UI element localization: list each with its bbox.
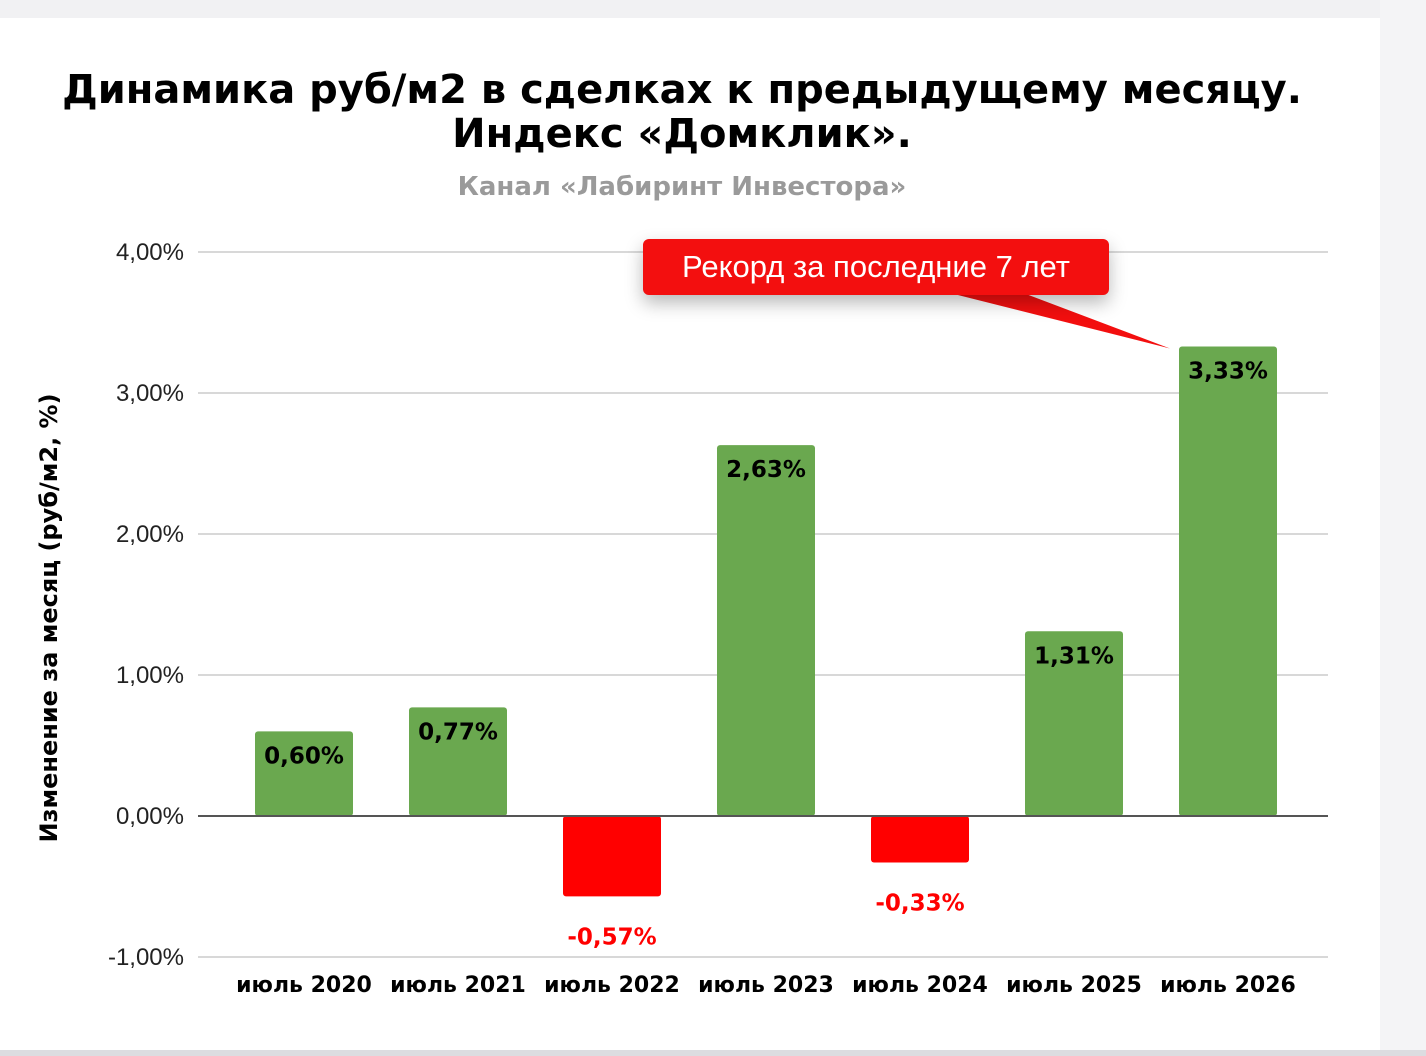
y-tick-label: 1,00% [116,662,184,689]
chart-title: Динамика руб/м2 в сделках к предыдущему … [62,67,1302,157]
data-label: 0,60% [264,743,344,769]
bar [255,731,353,816]
bar [871,816,969,863]
data-label: 3,33% [1188,358,1268,384]
x-category-label: июль 2025 [1006,973,1142,998]
callout-pointer-layer [930,288,1170,349]
bar [563,816,661,897]
window-bottom-edge [0,1050,1426,1056]
x-category-label: июль 2021 [390,973,526,998]
data-label: 0,77% [418,719,498,745]
y-tick-labels: 4,00% 3,00% 2,00% 1,00% 0,00% -1,00% [108,239,184,971]
y-tick-label: 2,00% [116,521,184,548]
data-label: 2,63% [726,457,806,483]
chart-subtitle: Канал «Лабиринт Инвестора» [457,172,907,202]
x-category-label: июль 2026 [1160,973,1296,998]
bars [255,346,1277,897]
data-labels: 0,60% 0,77% -0,57% 2,63% -0,33% 1,31% 3,33% [264,358,1268,950]
x-category-labels: июль 2020 июль 2021 июль 2022 июль 2023 июль… [236,973,1296,998]
bar [1179,346,1277,816]
x-category-label: июль 2022 [544,973,680,998]
x-category-label: июль 2020 [236,973,372,998]
y-axis-label: Изменение за месяц (руб/м2, %) [35,393,63,842]
y-tick-label: -1,00% [108,944,184,971]
data-label: 1,31% [1034,643,1114,669]
data-label: -0,33% [875,891,964,917]
x-category-label: июль 2023 [698,973,834,998]
callout-pointer [930,288,1170,349]
bar-chart: 4,00% 3,00% 2,00% 1,00% 0,00% -1,00% июль 202… [35,239,1328,998]
window-side-strip [1380,0,1426,1056]
y-tick-label: 4,00% [116,239,184,266]
data-label: -0,57% [567,924,656,950]
bar [717,445,815,816]
y-tick-label: 3,00% [116,380,184,407]
record-callout: Рекорд за последние 7 лет [643,239,1109,295]
y-tick-label: 0,00% [116,803,184,830]
bar [409,707,507,816]
bar [1025,631,1123,816]
x-category-label: июль 2024 [852,973,988,998]
